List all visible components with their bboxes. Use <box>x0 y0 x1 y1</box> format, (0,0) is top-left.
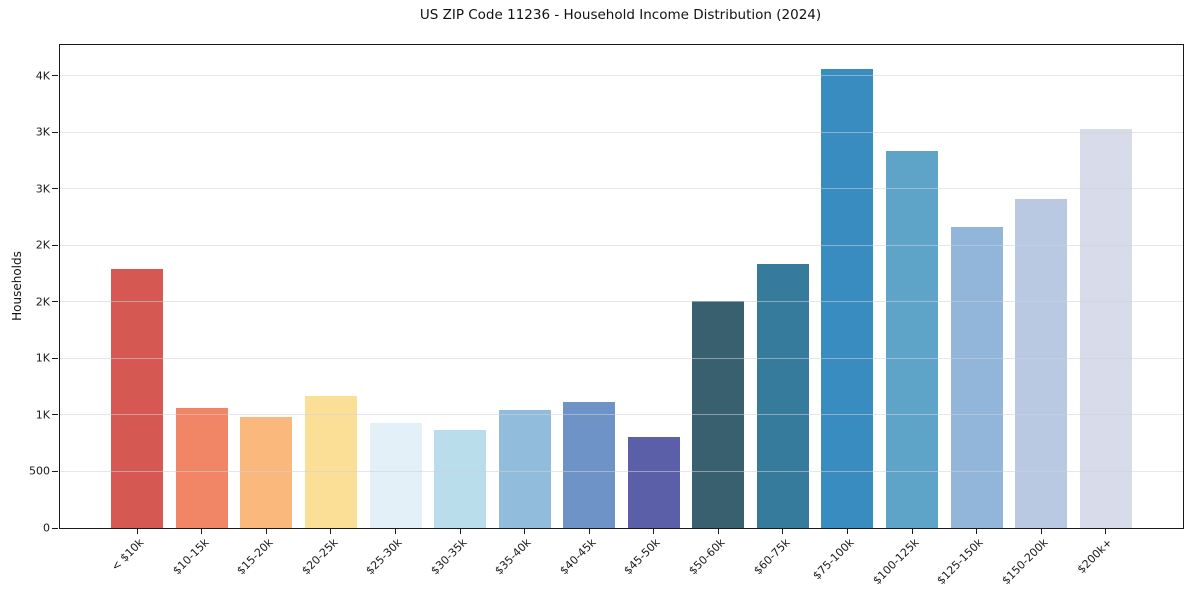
y-tick-mark <box>52 301 58 303</box>
x-tick-label: $125-150k <box>934 536 986 588</box>
y-tick-mark <box>52 244 58 246</box>
x-tick-label: $60-75k <box>750 536 793 578</box>
bar <box>821 69 874 528</box>
bar <box>369 423 422 528</box>
x-tick-label: $10-15k <box>169 536 212 578</box>
x-tick-label: $50-60k <box>686 536 728 578</box>
y-tick-mark <box>52 414 58 416</box>
bar <box>627 436 680 528</box>
x-tick-label: $20-25k <box>298 536 341 578</box>
x-tick-mark <box>395 529 397 534</box>
x-tick-mark <box>911 529 913 534</box>
x-tick-label: < $10k <box>108 536 147 574</box>
plot-area: 0 500 1K 1K 2K 2K 3K 3K 4K < $10k $10-15k $15-20k $… <box>29 44 1184 587</box>
bar <box>175 408 228 528</box>
x-tick-mark <box>1105 529 1107 534</box>
x-tick-label: $150-200k <box>999 536 1051 588</box>
y-tick-mark <box>52 357 58 359</box>
y-tick-label: 2K <box>35 295 50 309</box>
bar <box>498 409 551 528</box>
bar <box>886 151 939 528</box>
x-tick-mark <box>976 529 978 534</box>
x-tick-label: $75-100k <box>810 536 857 583</box>
x-tick-label: $30-35k <box>428 536 470 578</box>
y-tick-label: 3K <box>35 182 50 196</box>
bar <box>1015 198 1068 528</box>
x-tick-label: $100-125k <box>870 536 922 588</box>
bar <box>950 227 1003 528</box>
x-tick-label: $25-30k <box>363 536 405 578</box>
x-tick-mark <box>717 529 719 534</box>
chart-title: US ZIP Code 11236 - Household Income Dis… <box>419 7 822 23</box>
x-tick-label: $200k+ <box>1074 536 1115 577</box>
bar <box>304 396 357 528</box>
y-tick-mark <box>52 188 58 190</box>
x-axis: < $10k $10-15k $15-20k $20-25k $25-30k $30-35… <box>60 45 1183 587</box>
x-tick-mark <box>846 529 848 534</box>
y-tick-label: 2K <box>35 238 50 252</box>
bar <box>240 417 293 528</box>
x-tick-mark <box>588 529 590 534</box>
bar <box>434 429 487 528</box>
y-tick-label: 1K <box>35 351 50 365</box>
bar <box>111 268 164 528</box>
x-tick-mark <box>136 529 138 534</box>
y-tick-label: 0 <box>43 521 50 535</box>
y-tick-mark <box>52 527 58 529</box>
x-tick-mark <box>653 529 655 534</box>
x-tick-mark <box>265 529 267 534</box>
y-tick-label: 3K <box>35 125 50 139</box>
y-axis-title: Households <box>10 251 24 321</box>
x-tick-mark <box>1040 529 1042 534</box>
x-tick-label: $40-45k <box>557 536 599 578</box>
bars-layer <box>60 45 1183 528</box>
x-tick-mark <box>782 529 784 534</box>
y-axis: 0 500 1K 1K 2K 2K 3K 3K 4K <box>29 45 1183 535</box>
bar <box>1079 129 1132 528</box>
y-tick-label: 1K <box>35 408 50 422</box>
x-tick-mark <box>201 529 203 534</box>
y-tick-label: 500 <box>29 464 50 478</box>
y-tick-mark <box>52 470 58 472</box>
x-tick-label: $15-20k <box>234 536 276 578</box>
y-tick-label: 4K <box>35 69 50 83</box>
x-tick-mark <box>524 529 526 534</box>
x-tick-label: $35-40k <box>492 536 534 578</box>
y-tick-mark <box>52 75 58 77</box>
x-tick-label: $45-50k <box>621 536 663 578</box>
bar <box>563 401 616 528</box>
y-tick-mark <box>52 131 58 133</box>
x-tick-mark <box>330 529 332 534</box>
bar <box>756 264 809 528</box>
x-tick-mark <box>459 529 461 534</box>
